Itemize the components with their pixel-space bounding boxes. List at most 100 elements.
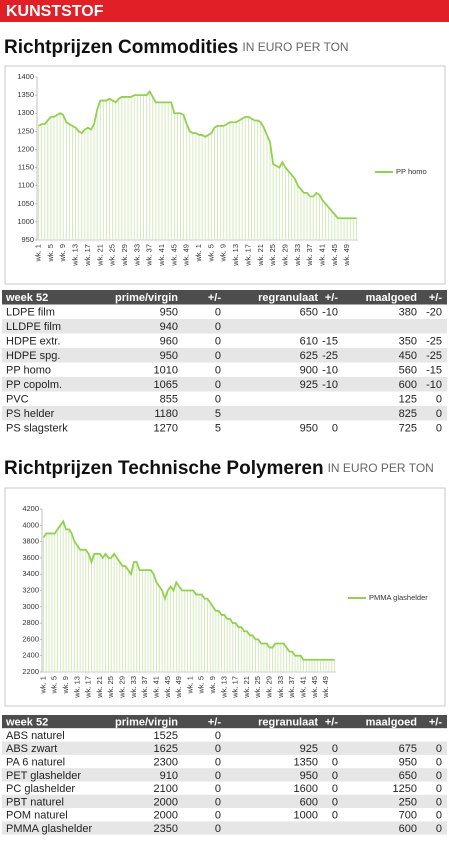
table-cell: 0	[215, 770, 221, 782]
table-cell: 450	[399, 350, 417, 362]
table-cell: 960	[160, 336, 178, 348]
y-tick-label: 3800	[22, 537, 39, 546]
table-cell: 0	[436, 810, 442, 822]
table-row	[2, 768, 447, 782]
table-cell: 0	[215, 783, 221, 795]
x-tick-label: wk. 29	[118, 676, 127, 699]
table-cell: HDPE extr.	[6, 336, 60, 348]
table-cell: 0	[332, 783, 338, 795]
y-tick-label: 1000	[17, 217, 34, 226]
x-tick-label: wk. 33	[129, 676, 138, 699]
table-cell: 1065	[154, 379, 178, 391]
y-tick-label: 1200	[17, 144, 34, 153]
x-tick-label: wk. 21	[95, 676, 104, 699]
table-cell: 0	[215, 796, 221, 808]
table-cell: 2300	[154, 756, 178, 768]
column-header: +/-	[325, 717, 338, 729]
table-cell: 0	[332, 810, 338, 822]
y-tick-label: 2400	[22, 651, 39, 660]
x-tick-label: wk. 5	[206, 244, 215, 263]
table-cell: 650	[300, 307, 318, 319]
table-cell: 600	[399, 823, 417, 835]
x-tick-label: wk. 45	[169, 244, 178, 267]
y-tick-label: 1100	[18, 181, 34, 190]
title: Richtprijzen Commodities	[4, 37, 238, 58]
table-cell: 900	[300, 365, 318, 377]
section-title: Richtprijzen Commodities IN EURO PER TON	[4, 37, 349, 58]
table-cell: 1270	[154, 423, 178, 435]
table-cell: ABS zwart	[6, 743, 57, 755]
table-cell: PBT naturel	[6, 796, 64, 808]
section-title: Richtprijzen Technische Polymeren IN EURO…	[4, 458, 434, 479]
table-cell: 0	[436, 743, 442, 755]
table-cell: 725	[399, 423, 417, 435]
x-tick-label: wk. 1	[34, 244, 43, 263]
table-cell: 1010	[154, 365, 178, 377]
x-tick-label: wk. 41	[151, 676, 160, 699]
line	[42, 519, 335, 661]
x-tick-label: wk. 13	[72, 676, 81, 699]
table-row	[2, 333, 447, 348]
x-tick-label: wk. 9	[208, 676, 217, 695]
y-tick-label: 950	[21, 235, 34, 244]
table-cell: 1600	[294, 783, 318, 795]
x-tick-label: wk. 25	[253, 676, 262, 699]
table-cell: 0	[436, 770, 442, 782]
table-cell: PP homo	[6, 365, 51, 377]
y-tick-label: 4000	[22, 520, 39, 529]
table-cell: LLDPE film	[6, 321, 61, 333]
x-tick-label: wk. 17	[84, 676, 93, 699]
x-tick-label: wk. 37	[145, 244, 154, 267]
x-tick-label: wk. 25	[268, 244, 277, 267]
x-tick-label: wk. 49	[342, 244, 351, 267]
table-cell: 925	[300, 743, 318, 755]
table-cell: 5	[215, 408, 221, 420]
table-cell: 0	[332, 743, 338, 755]
table-row	[2, 420, 447, 435]
x-tick-label: wk. 45	[163, 676, 172, 699]
table-cell: 0	[332, 796, 338, 808]
table-row	[2, 741, 447, 755]
table-cell: -10	[426, 379, 442, 391]
table-cell: 125	[399, 394, 417, 406]
legend-label: PMMA glashelder	[369, 593, 428, 602]
x-tick-label: wk. 49	[174, 676, 183, 699]
table-cell: -20	[426, 307, 442, 319]
y-tick-label: 2600	[22, 634, 39, 643]
x-tick-label: wk. 17	[243, 244, 252, 267]
table-cell: 0	[436, 823, 442, 835]
table-cell: 0	[436, 423, 442, 435]
table-cell: PP copolm.	[6, 379, 62, 391]
table-cell: 600	[399, 379, 417, 391]
table-cell: 0	[332, 756, 338, 768]
table-cell: 950	[300, 770, 318, 782]
table-cell: 0	[436, 783, 442, 795]
y-tick-label: 2200	[22, 667, 39, 676]
table-row	[2, 319, 447, 334]
table-cell: 0	[215, 307, 221, 319]
table-cell: 0	[215, 743, 221, 755]
table-cell: 950	[399, 756, 417, 768]
table-cell: -15	[426, 365, 442, 377]
line	[38, 89, 357, 220]
column-header: +/-	[208, 292, 221, 304]
x-tick-label: wk. 21	[256, 244, 265, 267]
table-row	[2, 728, 447, 742]
y-tick-label: 1050	[17, 199, 34, 208]
table-cell: HDPE spg.	[6, 350, 60, 362]
x-tick-label: wk. 9	[219, 244, 228, 263]
table-cell: 0	[436, 394, 442, 406]
table-cell: LDPE film	[6, 307, 55, 319]
y-tick-label: 3400	[22, 569, 39, 578]
table-cell: 0	[215, 365, 221, 377]
y-tick-label: 3600	[22, 553, 39, 562]
x-tick-label: wk. 49	[182, 244, 191, 267]
table-cell: PMMA glashelder	[6, 823, 93, 835]
table-cell: 0	[332, 770, 338, 782]
table-cell: 0	[215, 823, 221, 835]
x-tick-label: wk. 41	[298, 676, 307, 699]
table-cell: -10	[322, 365, 338, 377]
column-header: prime/virgin	[115, 717, 178, 729]
x-tick-label: wk. 1	[185, 676, 194, 695]
